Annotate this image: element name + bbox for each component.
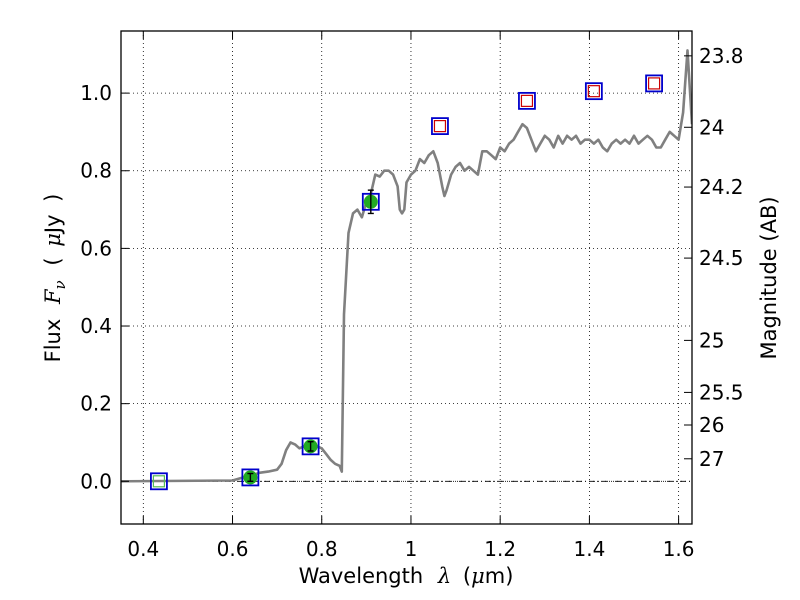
y2-tick-label-7: 27 bbox=[699, 447, 724, 471]
upper-limit-square-2 bbox=[587, 85, 600, 98]
x-axis-label-prefix: Wavelength bbox=[299, 564, 424, 588]
y2-tick-label-4: 25 bbox=[699, 328, 724, 352]
y2-tick-label-2: 24.2 bbox=[699, 175, 744, 199]
x-tick-label-4: 1.2 bbox=[484, 537, 516, 561]
model-photometry-square-1 bbox=[241, 468, 260, 487]
y2-axis-label: Magnitude (AB) bbox=[757, 196, 781, 359]
model-photometry-square-5 bbox=[518, 91, 536, 110]
tick-marks bbox=[121, 31, 692, 524]
y-axis-label: Flux Fν ( μJy ) bbox=[41, 194, 70, 363]
plot-area bbox=[121, 49, 692, 491]
x-tick-label-2: 0.8 bbox=[306, 537, 338, 561]
upper-limit-square-1 bbox=[520, 94, 534, 107]
y-tick-label-0: 0.0 bbox=[80, 469, 112, 493]
x-axis-label-symbol: λ bbox=[437, 564, 451, 588]
model-photometry-square-7 bbox=[645, 74, 663, 93]
y-axis-label-unit-math: μ bbox=[41, 233, 65, 247]
model-photometry-square-2 bbox=[301, 437, 320, 456]
y-axis-label-subscript: ν bbox=[51, 280, 69, 289]
y-axis-label-unit: Jy bbox=[41, 214, 65, 235]
y-tick-label-5: 1.0 bbox=[80, 81, 112, 105]
x-tick-label-1: 0.6 bbox=[217, 537, 249, 561]
y-axis-label-close: ) bbox=[41, 194, 65, 202]
model-photometry-square-6 bbox=[584, 82, 603, 101]
upper-limit-square-3 bbox=[647, 77, 661, 90]
x-axis-label-close: ) bbox=[505, 564, 513, 588]
y-tick-label-3: 0.6 bbox=[80, 236, 112, 260]
x-tick-label-5: 1.4 bbox=[573, 537, 605, 561]
y2-tick-label-0: 23.8 bbox=[699, 44, 744, 68]
y-tick-label-1: 0.2 bbox=[80, 392, 112, 416]
x-axis-label-unit: m bbox=[485, 564, 505, 588]
model-photometry-square-0 bbox=[150, 472, 168, 491]
x-tick-label-3: 1 bbox=[405, 537, 418, 561]
x-axis-label-unit-math: μ bbox=[471, 564, 485, 588]
y2-tick-label-5: 25.5 bbox=[699, 380, 744, 404]
y2-tick-label-6: 26 bbox=[699, 413, 724, 437]
model-spectrum-line bbox=[121, 49, 692, 483]
axes-frame bbox=[120, 30, 693, 525]
x-axis-label: Wavelength λ (μm) bbox=[299, 564, 514, 588]
y2-tick-label-1: 24 bbox=[699, 115, 724, 139]
non-detection-square-0 bbox=[152, 475, 166, 488]
x-axis-label-open: ( bbox=[463, 564, 471, 588]
y-axis-label-prefix: Flux bbox=[41, 319, 65, 363]
y-tick-label-4: 0.8 bbox=[80, 159, 112, 183]
tick-labels: 0.4 0.6 0.8 1 1.2 1.4 1.6 0.0 0.2 0.4 0.6 0.8 1.0 23.… bbox=[80, 44, 743, 561]
y-axis-label-open: ( bbox=[41, 257, 65, 265]
y2-tick-label-3: 24.5 bbox=[699, 246, 744, 270]
model-photometry-square-4 bbox=[431, 117, 449, 136]
x-tick-label-6: 1.6 bbox=[663, 537, 695, 561]
y-axis-label-symbol: F bbox=[41, 288, 65, 305]
upper-limit-square-0 bbox=[433, 120, 447, 133]
y-tick-label-2: 0.4 bbox=[80, 314, 112, 338]
x-tick-label-0: 0.4 bbox=[127, 537, 159, 561]
